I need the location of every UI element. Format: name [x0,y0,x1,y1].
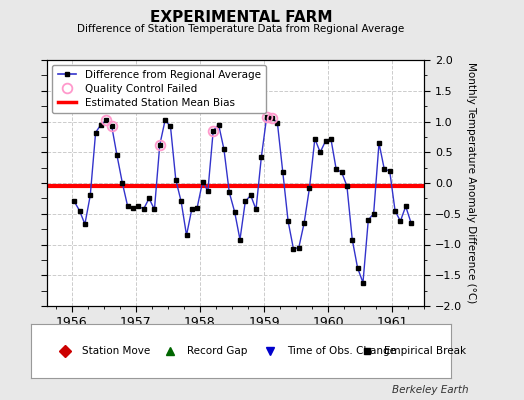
Text: Berkeley Earth: Berkeley Earth [392,385,469,395]
Text: Station Move: Station Move [82,346,150,356]
Text: Empirical Break: Empirical Break [384,346,466,356]
Text: EXPERIMENTAL FARM: EXPERIMENTAL FARM [150,10,332,25]
Text: Time of Obs. Change: Time of Obs. Change [287,346,396,356]
Y-axis label: Monthly Temperature Anomaly Difference (°C): Monthly Temperature Anomaly Difference (… [466,62,476,304]
Text: Record Gap: Record Gap [187,346,247,356]
Legend: Difference from Regional Average, Quality Control Failed, Estimated Station Mean: Difference from Regional Average, Qualit… [52,65,266,113]
Text: Difference of Station Temperature Data from Regional Average: Difference of Station Temperature Data f… [78,24,405,34]
